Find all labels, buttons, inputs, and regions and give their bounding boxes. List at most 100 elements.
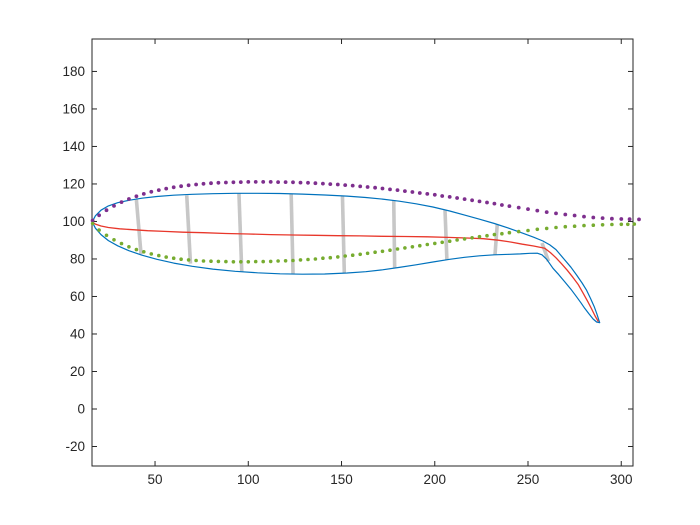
dorsal-edge-dots: [462, 197, 467, 202]
dorsal-edge-dots: [455, 196, 459, 200]
dorsal-edge-dots: [485, 200, 489, 205]
ventral-edge-dots: [455, 238, 459, 242]
dorsal-edge-dots: [97, 213, 101, 218]
ventral-edge-dots: [276, 259, 280, 263]
ventral-edge-dots: [425, 242, 430, 247]
dorsal-edge-dots: [164, 186, 169, 191]
dorsal-edge-dots: [358, 184, 363, 189]
ventral-edge-dots: [224, 259, 228, 264]
ventral-edge-dots: [626, 222, 630, 227]
y-tick-label: 100: [62, 214, 85, 229]
ventral-edge-dots: [127, 245, 131, 249]
ventral-edge-dots: [516, 229, 521, 234]
ventral-edge-dots: [306, 257, 310, 262]
dorsal-edge-dots: [141, 192, 146, 196]
dorsal-edge-dots: [507, 204, 512, 209]
ventral-edge-dots: [336, 255, 340, 259]
y-tick-label: 80: [70, 251, 85, 266]
dorsal-edge-dots: [156, 188, 161, 193]
dorsal-edge-dots: [171, 185, 176, 190]
ventral-edge-dots: [171, 256, 176, 261]
ventral-edge-dots: [507, 230, 512, 235]
dorsal-edge-dots: [209, 181, 213, 186]
rib-segments: [443, 210, 449, 260]
dorsal-edge-dots: [216, 180, 221, 185]
ventral-edge-dots: [261, 259, 266, 264]
dorsal-edge-dots: [126, 197, 131, 201]
ventral-edge-dots: [358, 252, 363, 257]
y-tick-label: 120: [62, 176, 85, 191]
ventral-edge-dots: [231, 260, 236, 264]
dorsal-edge-dots: [194, 182, 199, 187]
dorsal-edge-dots: [313, 181, 318, 186]
ventral-edge-dots: [291, 258, 295, 263]
dorsal-edge-dots: [268, 180, 273, 184]
y-tick-label: 60: [70, 289, 85, 304]
ventral-edge-dots: [239, 260, 243, 264]
dorsal-edge-dots: [112, 204, 116, 208]
dorsal-edge-dots: [582, 214, 586, 219]
dorsal-edge-dots: [119, 200, 124, 205]
dorsal-edge-dots: [432, 192, 437, 197]
ventral-edge-dots: [164, 255, 168, 259]
ventral-edge-dots: [149, 252, 154, 256]
x-tick-label: 150: [330, 472, 353, 487]
dorsal-edge-dots: [134, 194, 139, 199]
ventral-edge-dots: [328, 255, 333, 260]
dorsal-edge-dots: [627, 217, 632, 222]
dorsal-edge-dots: [283, 180, 288, 185]
rib-segments: [391, 200, 397, 268]
ventral-edge-dots: [201, 259, 206, 263]
dorsal-edge-dots: [572, 213, 577, 218]
rib-segments: [237, 193, 244, 272]
rib-segments: [134, 199, 143, 255]
dorsal-edge-dots: [261, 180, 266, 184]
ventral-edge-dots: [418, 243, 422, 248]
ventral-edge-dots: [253, 259, 258, 264]
ventral-edge-dots: [134, 247, 139, 252]
ventral-edge-dots: [268, 259, 273, 264]
dorsal-edge-dots: [90, 218, 95, 223]
ventral-edge-dots: [209, 259, 213, 264]
dorsal-edge-dots: [516, 205, 521, 210]
ventral-edge-dots: [373, 250, 377, 254]
ventral-edge-dots: [582, 223, 586, 228]
dorsal-edge-dots: [306, 180, 310, 185]
dorsal-edge-dots: [238, 180, 243, 185]
ventral-edge-dots: [600, 223, 605, 227]
dorsal-edge-dots: [447, 195, 452, 199]
dorsal-edge-dots: [246, 180, 251, 184]
dorsal-edge-dots: [477, 199, 482, 204]
y-tick-label: 140: [62, 139, 85, 154]
ventral-edge-dots: [526, 228, 530, 233]
ventral-edge-dots: [246, 260, 251, 264]
y-tick-label: 40: [70, 326, 85, 341]
dorsal-edge-dots: [535, 208, 540, 213]
ventral-edge-dots: [380, 249, 385, 254]
rib-segments: [184, 195, 193, 264]
dorsal-edge-dots: [637, 217, 641, 222]
ventral-edge-dots: [142, 250, 146, 254]
ventral-edge-dots: [591, 223, 596, 227]
ventral-edge-dots: [572, 224, 577, 228]
dorsal-edge-dots: [554, 211, 558, 216]
dorsal-edge-dots: [328, 182, 333, 187]
dorsal-edge-dots: [395, 188, 400, 193]
dorsal-edge-dots: [335, 182, 340, 187]
ventral-edge-dots: [470, 236, 474, 240]
x-tick-label: 300: [610, 472, 633, 487]
ventral-edge-dots: [313, 257, 318, 261]
y-tick-label: 0: [77, 401, 85, 416]
y-tick-label: 180: [62, 64, 85, 79]
x-tick-label: 250: [517, 472, 540, 487]
dorsal-edge-dots: [373, 185, 377, 190]
x-tick-label: 50: [148, 472, 163, 487]
ventral-edge-dots: [403, 246, 407, 250]
ventral-edge-dots: [477, 234, 482, 239]
body-outline-bottom: [91, 221, 601, 324]
ventral-edge-dots: [216, 259, 221, 264]
ventral-edge-dots: [157, 253, 161, 258]
dorsal-edge-dots: [440, 194, 445, 198]
dorsal-edge-dots: [253, 180, 258, 184]
